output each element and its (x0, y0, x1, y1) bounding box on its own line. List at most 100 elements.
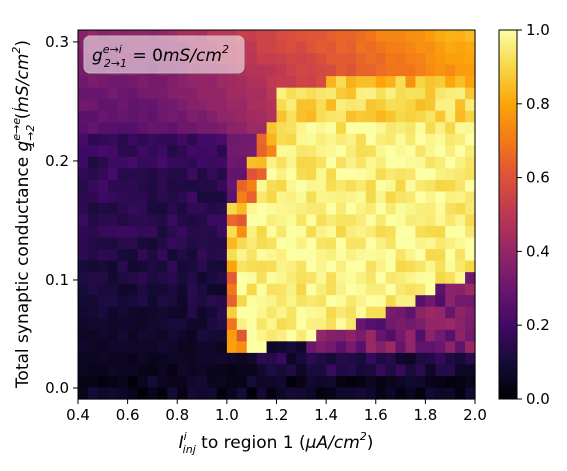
heatmap-cell (227, 307, 238, 319)
heatmap-cell (247, 376, 258, 388)
heatmap-cell (267, 238, 278, 250)
heatmap-cell (138, 272, 149, 284)
heatmap-cell (286, 387, 297, 399)
heatmap-cell (306, 341, 317, 353)
heatmap-cell (286, 330, 297, 342)
heatmap-cell (118, 272, 129, 284)
heatmap-cell (445, 341, 456, 353)
heatmap-cell (425, 65, 436, 77)
heatmap-cell (425, 180, 436, 192)
heatmap-cell (396, 99, 407, 111)
heatmap-cell (296, 65, 307, 77)
heatmap-cell (257, 364, 268, 376)
heatmap-cell (336, 42, 347, 54)
heatmap-cell (177, 318, 188, 330)
heatmap-cell (247, 226, 258, 238)
heatmap-cell (177, 330, 188, 342)
heatmap-cell (435, 76, 446, 88)
heatmap-cell (217, 111, 228, 123)
heatmap-cell (406, 180, 417, 192)
heatmap-cell (425, 30, 436, 42)
heatmap-cell (167, 88, 178, 100)
heatmap-cell (257, 341, 268, 353)
heatmap-cell (455, 30, 466, 42)
heatmap-cell (366, 330, 377, 342)
heatmap-cell (257, 65, 268, 77)
heatmap-cell (167, 157, 178, 169)
heatmap-cell (207, 330, 218, 342)
heatmap-cell (138, 88, 149, 100)
heatmap-cell (108, 307, 119, 319)
heatmap-cell (147, 88, 158, 100)
heatmap-cell (267, 191, 278, 203)
heatmap-cell (187, 180, 198, 192)
heatmap-cell (316, 307, 327, 319)
heatmap-cell (435, 307, 446, 319)
heatmap-cell (396, 122, 407, 134)
heatmap-cell (316, 249, 327, 261)
heatmap-cell (147, 364, 158, 376)
heatmap-cell (277, 76, 288, 88)
heatmap-cell (277, 203, 288, 215)
heatmap-cell (455, 191, 466, 203)
heatmap-cell (237, 99, 248, 111)
heatmap-cell (267, 180, 278, 192)
heatmap-cell (306, 215, 317, 227)
heatmap-cell (366, 168, 377, 180)
heatmap-cell (425, 134, 436, 146)
heatmap-cell (177, 307, 188, 319)
heatmap-cell (187, 353, 198, 365)
heatmap-cell (286, 341, 297, 353)
heatmap-cell (445, 88, 456, 100)
heatmap-cell (346, 145, 357, 157)
heatmap-cell (108, 376, 119, 388)
heatmap-cell (306, 238, 317, 250)
heatmap-cell (207, 111, 218, 123)
heatmap-cell (277, 330, 288, 342)
heatmap-cell (376, 65, 387, 77)
heatmap-cell (445, 364, 456, 376)
heatmap-cell (187, 364, 198, 376)
heatmap-cell (286, 261, 297, 273)
heatmap-cell (346, 180, 357, 192)
heatmap-cell (306, 261, 317, 273)
heatmap-cell (346, 307, 357, 319)
heatmap-cell (455, 295, 466, 307)
heatmap-cell (177, 145, 188, 157)
heatmap-cell (187, 122, 198, 134)
heatmap-cell (257, 134, 268, 146)
heatmap-cell (277, 364, 288, 376)
heatmap-cell (78, 215, 89, 227)
heatmap-cell (138, 215, 149, 227)
heatmap-cell (237, 111, 248, 123)
heatmap-cell (316, 65, 327, 77)
heatmap-cell (336, 249, 347, 261)
heatmap-cell (316, 272, 327, 284)
heatmap-cell (118, 180, 129, 192)
heatmap-cell (386, 191, 397, 203)
heatmap-cell (197, 157, 208, 169)
heatmap-cell (406, 318, 417, 330)
heatmap-cell (326, 387, 337, 399)
heatmap-cell (306, 249, 317, 261)
heatmap-cell (277, 88, 288, 100)
heatmap-cell (257, 88, 268, 100)
heatmap-cell (257, 191, 268, 203)
heatmap-cell (78, 318, 89, 330)
heatmap-cell (118, 157, 129, 169)
heatmap-cell (277, 215, 288, 227)
heatmap-cell (386, 203, 397, 215)
heatmap-cell (267, 284, 278, 296)
heatmap-cell (336, 272, 347, 284)
heatmap-cell (366, 307, 377, 319)
heatmap-cell (237, 122, 248, 134)
heatmap-cell (247, 145, 258, 157)
heatmap-cell (306, 30, 317, 42)
heatmap-cell (197, 203, 208, 215)
colorbar-tick-label: 0.4 (526, 242, 550, 260)
heatmap-cell (376, 157, 387, 169)
heatmap-cell (88, 330, 99, 342)
heatmap-cell (455, 134, 466, 146)
heatmap-cell (267, 88, 278, 100)
heatmap-cell (108, 88, 119, 100)
